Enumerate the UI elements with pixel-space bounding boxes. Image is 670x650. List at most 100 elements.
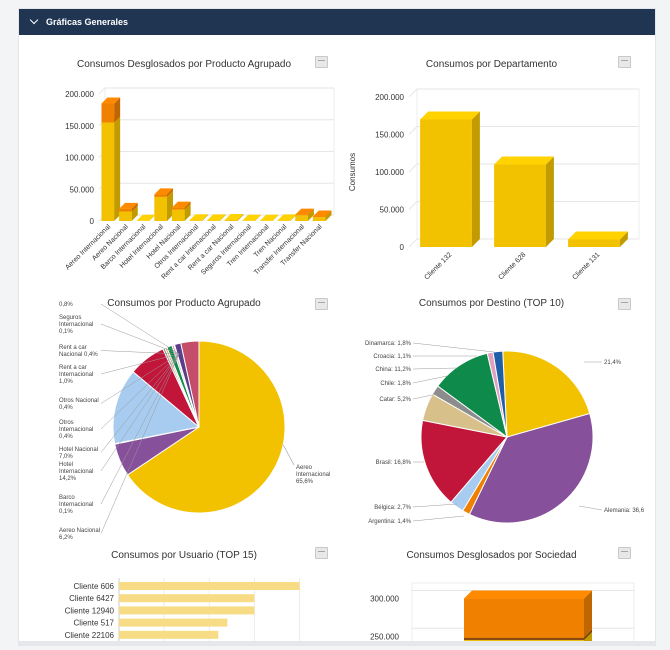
slice-label: Barco Internacional 0,1% xyxy=(59,495,93,515)
chart-title: Consumos por Usuario (TOP 15) xyxy=(111,550,257,561)
label-connector xyxy=(412,375,448,384)
y-tick-label: 200.000 xyxy=(65,90,94,99)
product-pie-chart: Aereo Internacional 65,6% Aereo Nacional 6,2… xyxy=(59,302,330,541)
panel-user-bar: Consumos por Usuario (TOP 15) — Cliente … xyxy=(29,544,339,644)
panel-destination-pie: Consumos por Destino (TOP 10) — 21,4% Ale… xyxy=(339,294,644,544)
y-tick-label: 0 xyxy=(90,217,95,226)
bar-front xyxy=(277,220,291,221)
bar-side xyxy=(114,116,121,221)
slice-label: Seguros Internacional 0,1% xyxy=(59,315,93,335)
label-line: Nacional 0,4% xyxy=(59,352,98,358)
bar xyxy=(207,214,226,221)
bar-side xyxy=(619,231,628,247)
label-line: Hotel xyxy=(59,462,73,468)
bar-front xyxy=(171,207,185,210)
bar xyxy=(295,208,314,216)
bar-top xyxy=(242,214,262,221)
label-connector xyxy=(412,393,438,400)
slice-label: Otros Internacional 0,4% xyxy=(59,420,93,440)
label-connector xyxy=(100,353,180,404)
bar-top xyxy=(464,590,592,599)
label-line: 6,2% xyxy=(59,535,73,541)
label-line: Aereo xyxy=(296,465,313,471)
bar-front xyxy=(119,208,132,212)
label-line: Internacional xyxy=(59,502,93,508)
label-connector xyxy=(100,353,180,534)
user-bar-chart: Cliente 606 Cliente 6427 Cliente 12940 Clie… xyxy=(65,578,301,644)
label-connector xyxy=(100,353,180,375)
chart-menu-button[interactable]: — xyxy=(315,56,328,68)
slice-label: 21,4% xyxy=(604,360,622,366)
bar-side xyxy=(184,203,191,221)
slice-label: Alemania: 36,6% xyxy=(604,508,644,514)
label-line: Aereo Nacional xyxy=(59,528,100,534)
chart-title: Consumos por Producto Agrupado xyxy=(107,298,261,309)
bar-top xyxy=(277,214,297,221)
bar xyxy=(464,590,592,638)
panel-product-pie: Consumos por Producto Agrupado — Aereo In… xyxy=(29,294,339,544)
bar-top xyxy=(207,214,226,221)
slice-label: Dinamarca: 1,8% xyxy=(365,341,412,347)
bar-side xyxy=(325,210,332,218)
chart-menu-button[interactable]: — xyxy=(315,298,328,310)
bar xyxy=(119,202,138,212)
bar xyxy=(568,231,628,247)
label-line: 0,4% xyxy=(59,434,73,440)
y-tick-label: Cliente 6427 xyxy=(69,594,114,603)
pie-slice xyxy=(112,371,201,445)
slice-label: Rent a car Internacional 1,0% xyxy=(59,365,93,385)
y-tick-label: 50.000 xyxy=(380,206,405,215)
pie-slice xyxy=(126,340,286,514)
bar-top xyxy=(494,156,554,165)
chevron-down-icon[interactable] xyxy=(29,15,39,25)
dashboard-frame: Gráficas Generales Consumos Desglosados … xyxy=(18,8,656,646)
y-tick-label: 200.000 xyxy=(375,93,404,102)
bar-top xyxy=(420,111,480,120)
pie-slice xyxy=(468,412,594,524)
label-line: Internacional xyxy=(59,427,93,433)
bar xyxy=(277,214,297,221)
label-connector xyxy=(100,323,180,355)
chart-title: Consumos Desglosados por Producto Agrupa… xyxy=(76,59,292,70)
label-connector xyxy=(100,353,180,453)
grid-line xyxy=(408,201,418,210)
bar xyxy=(119,594,255,603)
bar xyxy=(260,214,279,221)
y-tick-label: Cliente 12940 xyxy=(65,606,115,615)
y-tick-label: Cliente 517 xyxy=(74,619,115,628)
slice-label: 0,8% xyxy=(59,302,73,308)
label-connector xyxy=(283,444,295,466)
x-tick-label: Cliente 628 xyxy=(497,251,527,281)
bar-front xyxy=(154,196,167,221)
slice-label: Chile: 1,8% xyxy=(380,381,411,387)
chart-menu-button[interactable]: — xyxy=(618,56,631,68)
y-tick-label: Cliente 22106 xyxy=(65,631,115,640)
label-line: Seguros xyxy=(59,315,81,321)
chart-menu-button[interactable]: — xyxy=(618,298,631,310)
label-line: 14,2% xyxy=(59,476,77,482)
label-line: 65,6% xyxy=(296,479,314,485)
bar xyxy=(101,116,121,221)
bar-front xyxy=(189,220,203,221)
bar-top xyxy=(260,214,279,221)
label-line: 0,4% xyxy=(59,405,73,411)
bar-side xyxy=(307,208,314,216)
section-header[interactable]: Gráficas Generales xyxy=(19,9,655,35)
bar-side xyxy=(584,590,592,638)
section-title: Gráficas Generales xyxy=(46,17,129,27)
bar-side xyxy=(131,202,138,212)
bar-front xyxy=(295,215,308,221)
chart-menu-button[interactable]: — xyxy=(315,547,328,559)
label-line: 7,0% xyxy=(59,454,73,460)
label-line: Hotel Nacional xyxy=(59,447,98,453)
bar xyxy=(312,210,332,218)
y-tick-label: 100.000 xyxy=(375,168,404,177)
label-line: Otros xyxy=(59,420,74,426)
bar-side xyxy=(237,214,244,221)
bar-top xyxy=(189,214,209,221)
panel-product-bar: Consumos Desglosados por Producto Agrupa… xyxy=(29,49,339,294)
bar-front xyxy=(119,211,132,221)
slice-label: Rent a car Nacional 0,4% xyxy=(59,345,98,358)
bar xyxy=(119,582,300,590)
chart-menu-button[interactable]: — xyxy=(618,547,631,559)
